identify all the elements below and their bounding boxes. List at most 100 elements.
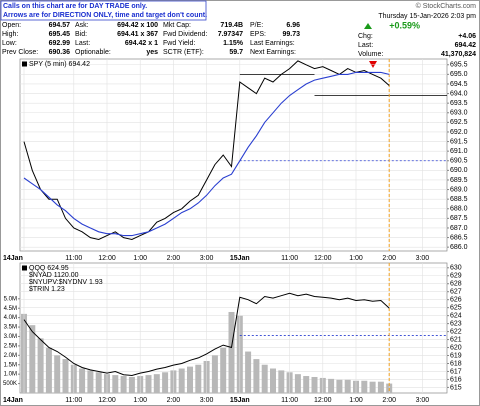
x-tick-label: 1:00: [133, 397, 147, 404]
quote-value: 719.4B: [220, 22, 243, 29]
volume-bar: [253, 359, 260, 393]
y-tick-label: 615: [450, 384, 462, 391]
quote-value: 99.73: [282, 31, 300, 38]
indicator-label: $NYAD 1120.00: [29, 272, 79, 279]
y-tick-label: 629: [450, 273, 462, 280]
y2-tick-label: 4.0M: [4, 315, 17, 321]
quote-value: 694.42 x 1: [125, 40, 158, 47]
y-tick-label: 626: [450, 297, 462, 304]
volume-bar: [303, 376, 310, 393]
volume-bar: [211, 355, 218, 393]
x-tick-label: 11:00: [281, 397, 298, 404]
y-tick-label: 625: [450, 305, 462, 312]
volume-bar: [278, 370, 285, 393]
stat-label: Volume:: [358, 51, 383, 58]
y-tick-label: 617: [450, 368, 462, 375]
y-tick-label: 691.0: [450, 148, 468, 155]
volume-bar: [178, 368, 185, 393]
quote-value: 1.15%: [223, 40, 244, 47]
volume-bar: [261, 364, 268, 393]
y-tick-label: 692.5: [450, 119, 468, 126]
quote-label: Bid:: [75, 31, 87, 38]
y2-tick-label: 500K: [3, 381, 17, 387]
quote-label: SCTR (ETF):: [163, 49, 204, 56]
y2-tick-label: 2.0M: [4, 353, 17, 359]
x-tick-label: 2:00: [382, 397, 396, 404]
y-tick-label: 620: [450, 344, 462, 351]
quote-value: 59.7: [229, 49, 243, 56]
y-tick-label: 687.5: [450, 215, 468, 222]
x-tick-label: 12:00: [314, 397, 332, 404]
quote-label: Fwd Yield:: [163, 40, 195, 47]
stat-label: Chg:: [358, 33, 373, 40]
y2-tick-label: 3.5M: [4, 325, 17, 331]
legend-swatch: [22, 265, 27, 271]
quote-label: Mkt Cap:: [163, 22, 191, 29]
quote-value: 7.97347: [218, 31, 243, 38]
x-tick-label: 12:00: [98, 255, 116, 262]
volume-bar: [245, 351, 252, 393]
y-tick-label: 618: [450, 360, 462, 367]
x-tick-label: 11:00: [281, 255, 298, 262]
volume-bar: [62, 359, 69, 393]
volume-bar: [37, 338, 44, 393]
x-tick-label: 15Jan: [230, 397, 250, 404]
change-pct: +0.59%: [389, 20, 420, 30]
x-tick-label: 15Jan: [230, 255, 250, 262]
volume-bar: [195, 364, 202, 393]
quote-value: 690.36: [49, 49, 71, 56]
y-tick-label: 692.0: [450, 129, 468, 136]
x-tick-label: 2:00: [167, 397, 181, 404]
y-tick-label: 686.5: [450, 234, 468, 241]
y-tick-label: 690.0: [450, 167, 468, 174]
x-tick-label: 2:00: [167, 255, 181, 262]
volume-bar: [187, 366, 193, 393]
x-tick-label: 14Jan: [3, 255, 23, 262]
notice: Calls on this chart are for DAY TRADE on…: [3, 3, 147, 10]
y-tick-label: 694.0: [450, 90, 468, 97]
y-tick-label: 616: [450, 376, 462, 383]
volume-bar: [377, 381, 384, 393]
y-tick-label: 630: [450, 265, 462, 272]
x-tick-label: 3:00: [416, 255, 430, 262]
volume-bar: [153, 374, 160, 393]
stat-value: +4.06: [458, 33, 476, 40]
quote-value: 694.41 x 367: [117, 31, 158, 38]
y-tick-label: 686.0: [450, 244, 468, 251]
y-tick-label: 628: [450, 281, 462, 288]
volume-bar: [336, 379, 343, 393]
x-tick-label: 1:00: [349, 397, 363, 404]
y-tick-label: 624: [450, 312, 462, 319]
quote-label: Prev Close:: [2, 49, 38, 56]
y-tick-label: 688.5: [450, 196, 468, 203]
y-tick-label: 623: [450, 320, 462, 327]
moving-average: [23, 71, 390, 237]
notice-box: [0, 0, 207, 21]
volume-bar: [311, 376, 318, 393]
y-tick-label: 687.0: [450, 225, 468, 232]
volume-bar: [369, 381, 376, 393]
quote-label: EPS:: [250, 31, 266, 38]
volume-bar: [220, 347, 227, 393]
volume-bar: [95, 372, 102, 393]
indicator-label: $NYUPV:$NYDNV 1.93: [29, 279, 103, 286]
x-tick-label: 1:00: [133, 255, 147, 262]
stat-value: 694.42: [455, 42, 477, 49]
quote-label: Next Earnings:: [250, 49, 296, 56]
volume-bar: [120, 376, 127, 393]
volume-bar: [145, 375, 152, 393]
notice: Arrows are for DIRECTION ONLY, time and …: [3, 12, 207, 19]
y-tick-label: 690.5: [450, 158, 468, 165]
quote-label: Last Earnings:: [250, 40, 295, 47]
x-tick-label: 3:00: [416, 397, 430, 404]
y2-tick-label: 2.5M: [4, 343, 17, 349]
price-line: [23, 292, 390, 377]
up-arrow: [364, 23, 372, 29]
quote-label: Last:: [75, 40, 90, 47]
volume-bar: [29, 325, 36, 393]
site: © StockCharts.com: [416, 2, 477, 10]
y-tick-label: 693.0: [450, 110, 468, 117]
quote-label: Ask:: [75, 22, 89, 29]
